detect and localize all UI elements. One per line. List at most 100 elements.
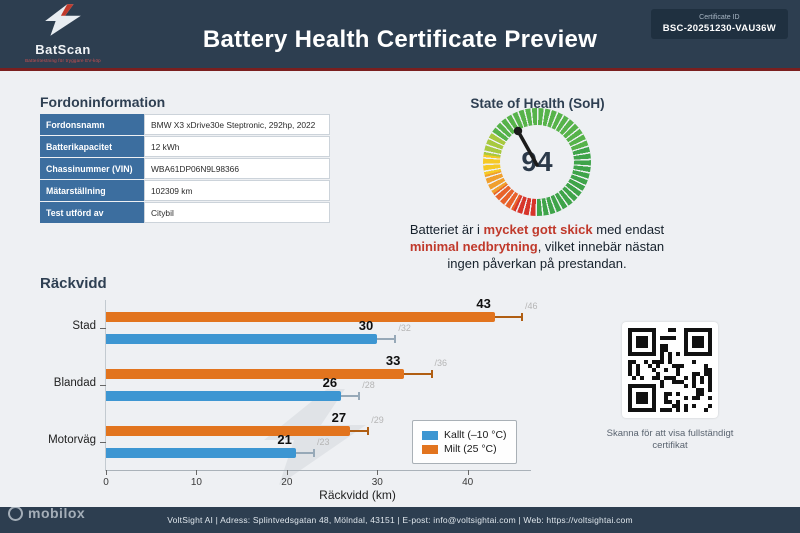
table-row: Mätarställning 102309 km xyxy=(40,180,330,201)
vehicle-info-table: Fordonsnamn BMW X3 xDrive30e Steptronic, … xyxy=(40,114,330,224)
category-label: Motorväg xyxy=(48,433,96,446)
row-label: Fordonsnamn xyxy=(40,114,144,135)
value-label: 26 xyxy=(322,375,338,390)
batscan-logo-icon xyxy=(45,4,81,36)
row-value: Citybil xyxy=(144,202,330,223)
legend-label: Milt (25 °C) xyxy=(444,443,497,455)
value-label: 43 xyxy=(476,296,491,312)
bar xyxy=(106,447,296,458)
category-label: Blandad xyxy=(53,377,96,389)
value-label: 30 xyxy=(358,318,374,334)
table-row: Test utförd av Citybil xyxy=(40,202,330,223)
gauge-needle-icon xyxy=(513,126,539,167)
y-tick xyxy=(100,385,106,386)
chart-watermark-icon xyxy=(264,389,366,485)
legend-label: Kallt (–10 °C) xyxy=(444,429,507,441)
page-title: Battery Health Certificate Preview xyxy=(202,26,598,53)
batscan-logo: BatScan Batteritestning för tryggare EV-… xyxy=(18,4,108,63)
bar xyxy=(106,312,495,323)
y-tick xyxy=(100,328,106,330)
mobilox-logo-icon xyxy=(8,505,23,521)
error-bar-cap xyxy=(520,313,523,322)
bar xyxy=(106,369,405,379)
qr-code xyxy=(622,322,718,418)
x-tick xyxy=(377,470,379,475)
max-value-label: /36 xyxy=(434,358,448,368)
x-tick-label: 30 xyxy=(371,477,383,488)
qr-caption-line2: certifikat xyxy=(652,440,688,452)
mobilox-watermark: mobilox xyxy=(8,505,85,521)
max-value-label: /46 xyxy=(524,301,538,312)
x-tick xyxy=(467,470,469,475)
error-bar xyxy=(404,373,432,375)
row-label: Mätarställning xyxy=(40,180,144,201)
header-bar: BatScan Batteritestning för tryggare EV-… xyxy=(0,0,800,71)
y-tick xyxy=(100,441,106,443)
range-chart: Stad 43/46 30/32 Blandad 33/36 26/28 Motorväg 2… xyxy=(40,292,590,508)
x-tick-label: 20 xyxy=(281,477,293,488)
value-label: 27 xyxy=(331,409,347,425)
error-bar xyxy=(341,395,360,397)
row-value: BMW X3 xDrive30e Steptronic, 292hp, 2022 xyxy=(144,114,330,135)
row-value: WBA61DP06N9L98366 xyxy=(144,158,330,179)
row-value: 12 kWh xyxy=(144,136,330,157)
qr-code-svg xyxy=(628,328,712,412)
chart-plot: Stad 43/46 30/32 Blandad 33/36 26/28 Motorväg 2… xyxy=(48,296,537,488)
x-tick xyxy=(196,470,198,475)
soh-gauge: 94 xyxy=(483,108,591,216)
max-value-label: /28 xyxy=(362,380,375,390)
legend-swatch xyxy=(422,444,438,454)
error-bar-cap xyxy=(430,370,433,378)
bar xyxy=(106,334,378,345)
row-label: Test utförd av xyxy=(40,202,144,223)
table-row: Chassinummer (VIN) WBA61DP06N9L98366 xyxy=(40,158,330,179)
mobilox-text: mobilox xyxy=(28,505,86,521)
qr-caption-line1: Skanna för att visa fullständigt xyxy=(606,428,734,439)
error-bar-cap xyxy=(312,448,315,457)
error-bar-cap xyxy=(358,392,361,400)
brand-name: BatScan xyxy=(35,42,91,57)
soh-description: Batteriet är i mycket gott skick med end… xyxy=(387,221,687,272)
qr-caption: Skanna för att visa fullständigt certifi… xyxy=(580,428,760,453)
table-row: Batterikapacitet 12 kWh xyxy=(40,136,330,157)
footer-text: VoltSight AI | Adress: Splintvedsgatan 4… xyxy=(167,515,633,525)
row-label: Batterikapacitet xyxy=(40,136,144,157)
x-tick xyxy=(286,470,288,475)
soh-desc-line3: ingen påverkan på prestandan. xyxy=(447,256,627,272)
soh-heading: State of Health (SoH) xyxy=(470,96,605,111)
error-bar-cap xyxy=(367,426,370,435)
legend-swatch xyxy=(422,430,438,440)
error-bar xyxy=(494,316,522,319)
x-tick xyxy=(106,470,107,475)
x-tick-label: 10 xyxy=(190,477,202,488)
vehicle-info-heading: Fordoninformation xyxy=(40,94,166,110)
x-tick-label: 40 xyxy=(462,477,474,488)
brand-tagline: Batteritestning för tryggare EV-köp xyxy=(25,58,101,63)
row-label: Chassinummer (VIN) xyxy=(40,158,144,179)
category-label: Stad xyxy=(72,320,96,333)
legend-item: Milt (25 °C) xyxy=(422,443,507,455)
gauge-center: 94 xyxy=(500,125,574,199)
max-value-label: /29 xyxy=(371,414,384,425)
error-bar xyxy=(295,451,314,454)
error-bar xyxy=(377,338,396,341)
max-value-label: /23 xyxy=(316,436,330,447)
certificate-id-value: BSC-20251230-VAU36W xyxy=(662,23,776,34)
chart-x-axis-label: Räckvidd (km) xyxy=(319,488,396,502)
range-heading: Räckvidd xyxy=(40,275,107,292)
x-tick-label: 0 xyxy=(103,477,109,488)
table-row: Fordonsnamn BMW X3 xDrive30e Steptronic, … xyxy=(40,114,330,135)
footer-bar: VoltSight AI | Adress: Splintvedsgatan 4… xyxy=(0,507,800,533)
certificate-id-box: Certificate ID BSC-20251230-VAU36W xyxy=(650,9,788,39)
error-bar xyxy=(350,429,369,432)
legend-item: Kallt (–10 °C) xyxy=(422,429,507,441)
max-value-label: /32 xyxy=(398,323,411,334)
bar xyxy=(106,425,351,436)
value-label: 33 xyxy=(385,353,401,368)
soh-desc-line2: minimal nedbrytning, vilket innebär näst… xyxy=(409,239,665,255)
error-bar-cap xyxy=(394,335,397,344)
chart-legend: Kallt (–10 °C) Milt (25 °C) xyxy=(412,420,517,464)
value-label: 21 xyxy=(277,431,292,447)
soh-desc-line1: Batteriet är i mycket gott skick med end… xyxy=(409,222,665,237)
